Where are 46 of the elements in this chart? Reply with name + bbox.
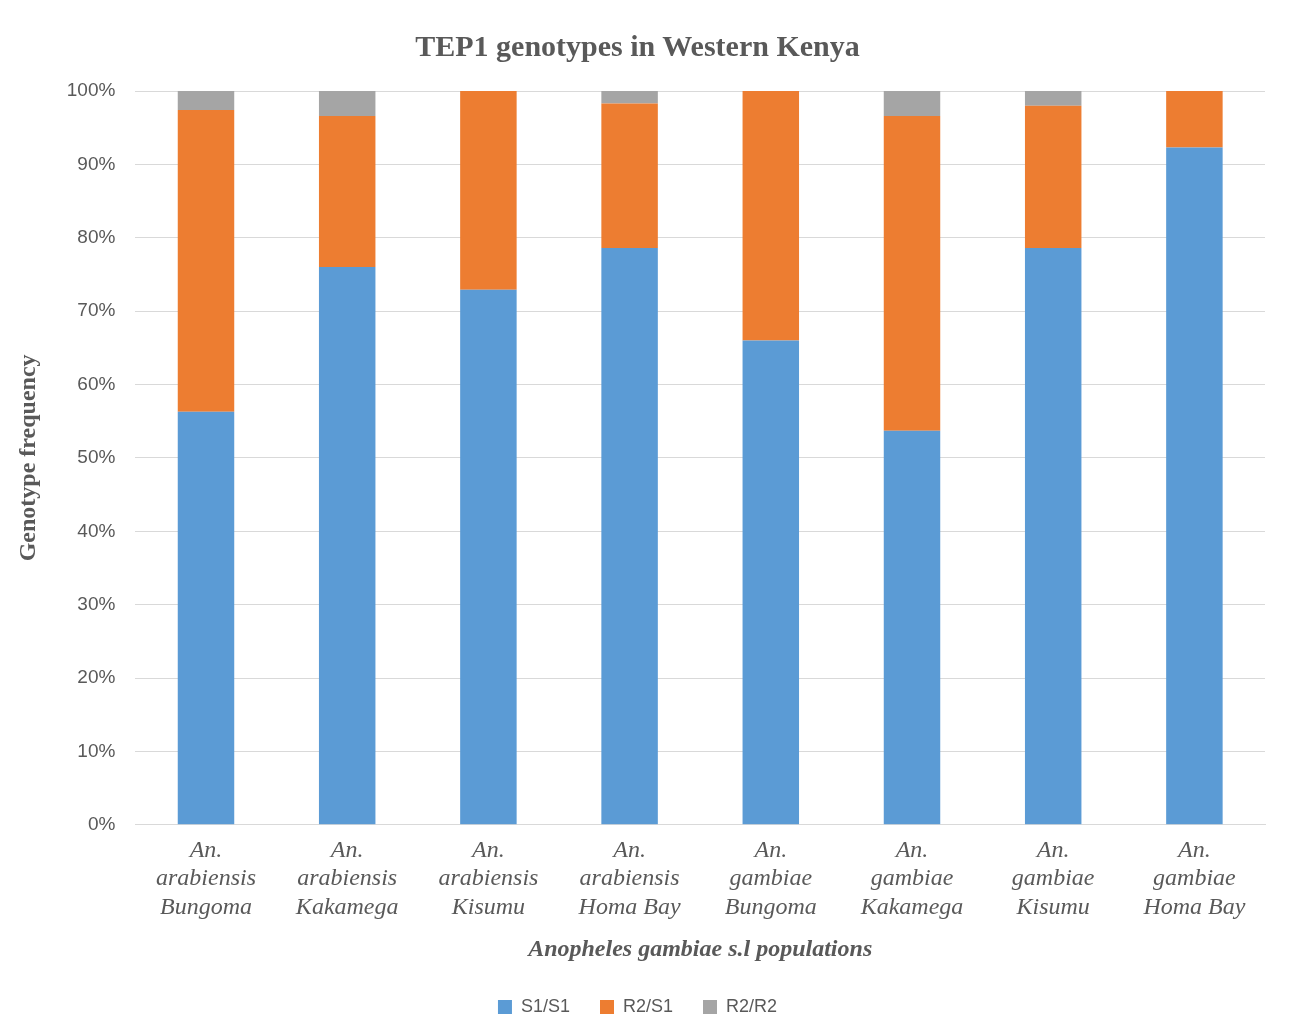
bar [883,430,941,825]
bar [1024,105,1082,249]
bar [318,267,376,825]
y-tick-label: 80% [77,225,116,247]
bar [601,91,658,104]
bar [177,411,235,825]
x-tick-label: An. arabiensis Bungoma [155,835,256,920]
legend-label: R2/S1 [622,995,674,1016]
y-tick-label: 90% [77,152,116,174]
bar [177,91,235,111]
bar [601,248,658,825]
y-tick-label: 70% [77,299,116,321]
x-tick-label: An. gambiae Bungoma [724,835,817,920]
legend-label: S1/S1 [520,995,571,1016]
bar [318,91,376,116]
y-tick-label: 50% [77,446,116,468]
bar [883,115,941,431]
x-tick-label: An. arabiensis Homa Bay [577,835,681,920]
chart-title: TEP1 genotypes in Western Kenya [415,28,860,62]
bar [1166,147,1223,825]
bar [1024,248,1082,825]
bar [883,91,941,116]
bar [601,103,658,249]
x-tick-label: An. gambiae Homa Bay [1142,835,1246,920]
bar [742,91,800,341]
y-tick-label: 20% [77,666,116,688]
bar [1166,91,1223,148]
y-tick-label: 30% [77,592,116,614]
y-tick-label: 0% [87,813,116,835]
bar [318,115,376,268]
bar [460,91,517,290]
y-tick-label: 60% [77,372,116,394]
legend-label: R2/R2 [726,995,778,1016]
bar [1024,91,1082,106]
y-axis-title: Genotype frequency [13,354,40,562]
y-tick-label: 40% [77,519,116,541]
y-tick-label: 100% [66,79,116,101]
x-axis-title: Anopheles gambiae s.l populations [526,934,873,961]
bar [742,340,800,825]
bar [460,289,517,825]
x-tick-label: An. gambiae Kakamega [859,835,964,920]
x-tick-label: An. gambiae Kisumu [1011,835,1095,920]
bar [177,110,235,412]
x-tick-label: An. arabiensis Kisumu [438,835,539,920]
x-tick-label: An. arabiensis Kakamega [294,835,399,920]
y-tick-label: 10% [77,739,116,761]
